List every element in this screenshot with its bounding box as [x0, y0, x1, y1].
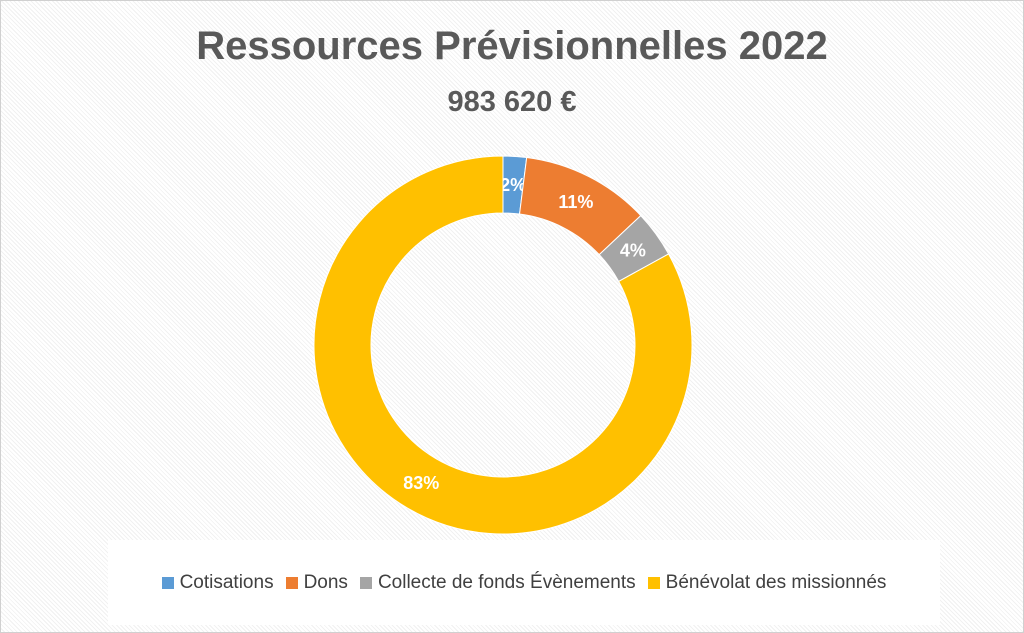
legend-item-cotisations: Cotisations	[161, 571, 274, 594]
legend-label: Cotisations	[179, 571, 274, 593]
legend-swatch	[285, 576, 298, 589]
legend-item-collecte-de-fonds-evenements: Collecte de fonds Évènements	[359, 571, 636, 594]
chart-title: Ressources Prévisionnelles 2022	[196, 24, 828, 68]
chart-subtitle: 983 620 €	[447, 86, 577, 118]
legend-swatch	[647, 576, 660, 589]
legend-item-dons: Dons	[285, 571, 348, 594]
data-label-benevolat-des-missionnes: 83%	[403, 473, 439, 493]
legend-label: Bénévolat des missionnés	[665, 571, 887, 593]
slice-benevolat-des-missionnes	[313, 155, 693, 535]
data-label-dons: 11%	[558, 192, 593, 212]
legend-label: Dons	[303, 571, 348, 593]
legend-item-benevolat-des-missionnes: Bénévolat des missionnés	[647, 571, 887, 594]
legend: Cotisations Dons Collecte de fonds Évèneme…	[108, 540, 940, 625]
data-label-collecte-de-fonds-evenements: 4%	[620, 241, 646, 261]
legend-label: Collecte de fonds Évènements	[377, 571, 636, 593]
legend-swatch	[359, 576, 372, 589]
data-label-cotisations: 2%	[500, 175, 526, 195]
legend-swatch	[161, 576, 174, 589]
